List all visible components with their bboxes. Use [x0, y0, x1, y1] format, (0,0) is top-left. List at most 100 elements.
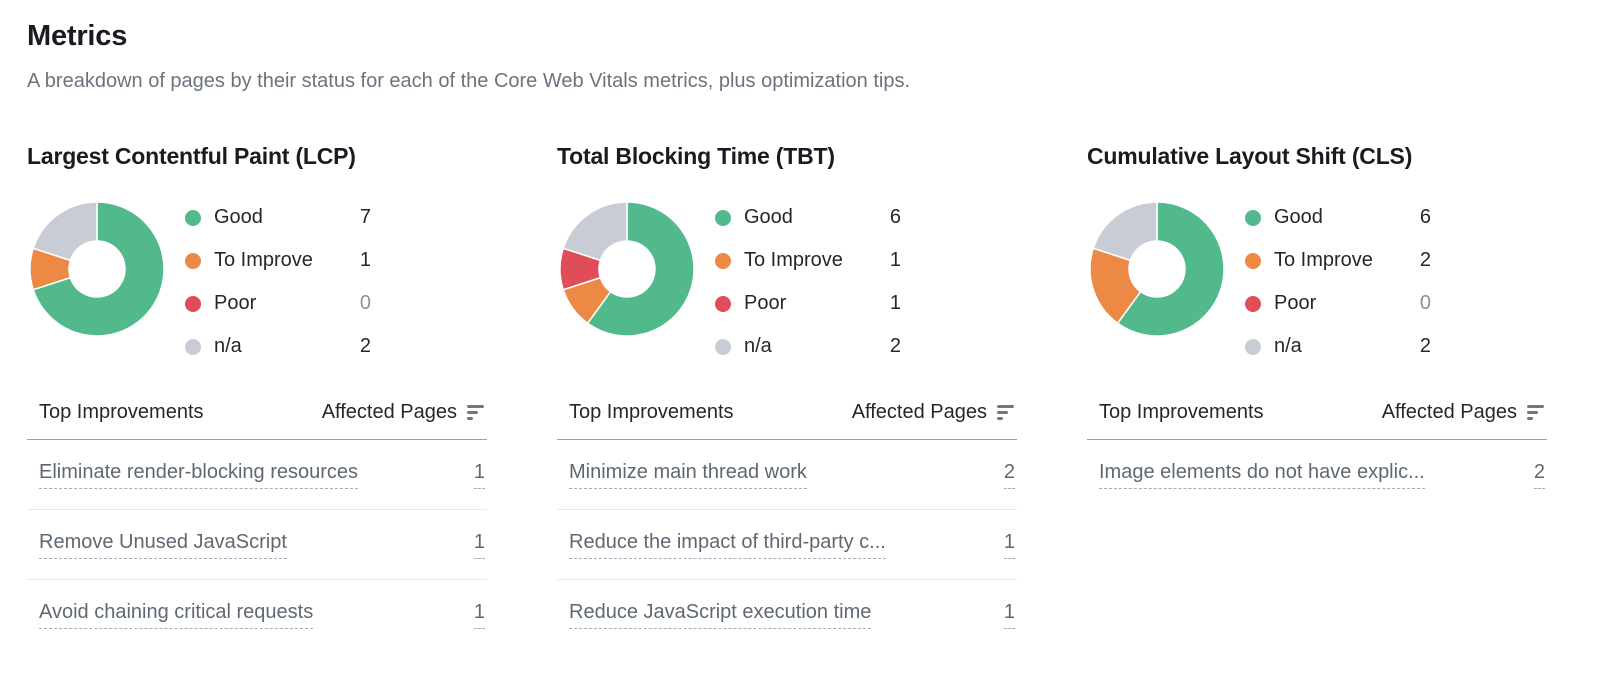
legend-label: Poor [214, 292, 257, 314]
improvements-table-cls: Top Improvements Affected Pages Image el… [1087, 401, 1547, 509]
table-body: Image elements do not have explic... 2 [1087, 440, 1547, 509]
legend-value: 6 [1419, 206, 1431, 228]
metrics-section: Metrics A breakdown of pages by their st… [27, 20, 1573, 649]
legend-label: n/a [744, 335, 772, 357]
improvements-table-lcp: Top Improvements Affected Pages Eliminat… [27, 401, 487, 649]
sort-descending-icon[interactable] [467, 405, 485, 420]
legend-item-na: n/a 2 [185, 325, 371, 368]
poor-dot-icon [715, 295, 731, 312]
affected-pages-count[interactable]: 1 [473, 461, 485, 489]
sort-descending-icon[interactable] [997, 405, 1015, 420]
legend-item-to-improve: To Improve 1 [185, 239, 371, 282]
na-dot-icon [185, 338, 201, 355]
na-dot-icon [715, 338, 731, 355]
metrics-grid: Largest Contentful Paint (LCP) Good 7 To … [27, 143, 1573, 649]
good-dot-icon [185, 209, 201, 226]
table-body: Eliminate render-blocking resources 1 Remo… [27, 440, 487, 649]
legend-value: 2 [889, 335, 901, 357]
legend-item-good: Good 7 [185, 196, 371, 239]
legend-value: 0 [359, 292, 371, 314]
legend-label: Good [1274, 206, 1323, 228]
poor-dot-icon [185, 295, 201, 312]
to-improve-dot-icon [715, 252, 731, 269]
metric-title-cls: Cumulative Layout Shift (CLS) [1087, 143, 1413, 169]
improvement-row: Image elements do not have explic... 2 [1087, 440, 1547, 509]
legend-item-to-improve: To Improve 2 [1245, 239, 1431, 282]
col-affected-pages: Affected Pages [851, 401, 987, 423]
improvement-row: Eliminate render-blocking resources 1 [27, 440, 487, 510]
legend-value: 1 [889, 249, 901, 271]
legend-label: Good [214, 206, 263, 228]
improvement-link[interactable]: Reduce the impact of third-party c... [569, 531, 886, 559]
improvement-row: Reduce JavaScript execution time 1 [557, 580, 1017, 649]
metric-card-lcp: Largest Contentful Paint (LCP) Good 7 To … [27, 143, 487, 649]
improvement-link[interactable]: Remove Unused JavaScript [39, 531, 287, 559]
affected-pages-count[interactable]: 1 [473, 531, 485, 559]
page-title: Metrics [27, 20, 128, 52]
improvements-table-tbt: Top Improvements Affected Pages Minimize… [557, 401, 1017, 649]
legend-item-poor: Poor 0 [1245, 282, 1431, 325]
donut-chart-tbt [557, 199, 697, 339]
table-header: Top Improvements Affected Pages [27, 401, 487, 440]
legend-item-to-improve: To Improve 1 [715, 239, 901, 282]
chart-row: Good 6 To Improve 1 Poor 1 n/a 2 [557, 199, 1017, 368]
improvement-row: Remove Unused JavaScript 1 [27, 510, 487, 580]
donut-chart-lcp [27, 199, 167, 339]
col-top-improvements: Top Improvements [39, 401, 204, 423]
improvement-link[interactable]: Avoid chaining critical requests [39, 601, 314, 629]
legend-label: Good [744, 206, 793, 228]
legend-value: 7 [359, 206, 371, 228]
col-top-improvements: Top Improvements [1099, 401, 1264, 423]
col-top-improvements: Top Improvements [569, 401, 734, 423]
poor-dot-icon [1245, 295, 1261, 312]
col-affected-pages: Affected Pages [1381, 401, 1517, 423]
legend-item-good: Good 6 [1245, 196, 1431, 239]
page-subtitle: A breakdown of pages by their status for… [27, 70, 911, 92]
legend-value: 2 [1419, 249, 1431, 271]
sort-descending-icon[interactable] [1527, 405, 1545, 420]
improvement-row: Avoid chaining critical requests 1 [27, 580, 487, 649]
metric-title-lcp: Largest Contentful Paint (LCP) [27, 143, 356, 169]
legend-value: 2 [359, 335, 371, 357]
chart-row: Good 6 To Improve 2 Poor 0 n/a 2 [1087, 199, 1547, 368]
good-dot-icon [715, 209, 731, 226]
legend-value: 1 [359, 249, 371, 271]
legend-label: Poor [744, 292, 787, 314]
affected-pages-count[interactable]: 2 [1003, 461, 1015, 489]
legend-value: 1 [889, 292, 901, 314]
table-header: Top Improvements Affected Pages [1087, 401, 1547, 440]
legend-label: To Improve [744, 249, 843, 271]
legend-label: To Improve [1274, 249, 1373, 271]
affected-pages-count[interactable]: 1 [1003, 601, 1015, 629]
good-dot-icon [1245, 209, 1261, 226]
metric-card-cls: Cumulative Layout Shift (CLS) Good 6 To I… [1087, 143, 1547, 649]
legend-item-poor: Poor 1 [715, 282, 901, 325]
improvement-link[interactable]: Minimize main thread work [569, 461, 807, 489]
legend-label: Poor [1274, 292, 1317, 314]
legend-cls: Good 6 To Improve 2 Poor 0 n/a 2 [1245, 196, 1431, 368]
improvement-row: Minimize main thread work 2 [557, 440, 1017, 510]
legend-item-na: n/a 2 [715, 325, 901, 368]
legend-item-good: Good 6 [715, 196, 901, 239]
legend-value: 6 [889, 206, 901, 228]
affected-pages-count[interactable]: 2 [1533, 461, 1545, 489]
improvement-link[interactable]: Reduce JavaScript execution time [569, 601, 872, 629]
donut-chart-cls [1087, 199, 1227, 339]
affected-pages-count[interactable]: 1 [1003, 531, 1015, 559]
col-affected-pages: Affected Pages [321, 401, 457, 423]
legend-lcp: Good 7 To Improve 1 Poor 0 n/a 2 [185, 196, 371, 368]
legend-value: 2 [1419, 335, 1431, 357]
improvement-link[interactable]: Eliminate render-blocking resources [39, 461, 359, 489]
affected-pages-count[interactable]: 1 [473, 601, 485, 629]
table-body: Minimize main thread work 2 Reduce the imp… [557, 440, 1017, 649]
improvement-link[interactable]: Image elements do not have explic... [1099, 461, 1425, 489]
legend-tbt: Good 6 To Improve 1 Poor 1 n/a 2 [715, 196, 901, 368]
metric-card-tbt: Total Blocking Time (TBT) Good 6 To Impro… [557, 143, 1017, 649]
metric-title-tbt: Total Blocking Time (TBT) [557, 143, 835, 169]
to-improve-dot-icon [1245, 252, 1261, 269]
chart-row: Good 7 To Improve 1 Poor 0 n/a 2 [27, 199, 487, 368]
to-improve-dot-icon [185, 252, 201, 269]
improvement-row: Reduce the impact of third-party c... 1 [557, 510, 1017, 580]
legend-item-poor: Poor 0 [185, 282, 371, 325]
legend-label: To Improve [214, 249, 313, 271]
